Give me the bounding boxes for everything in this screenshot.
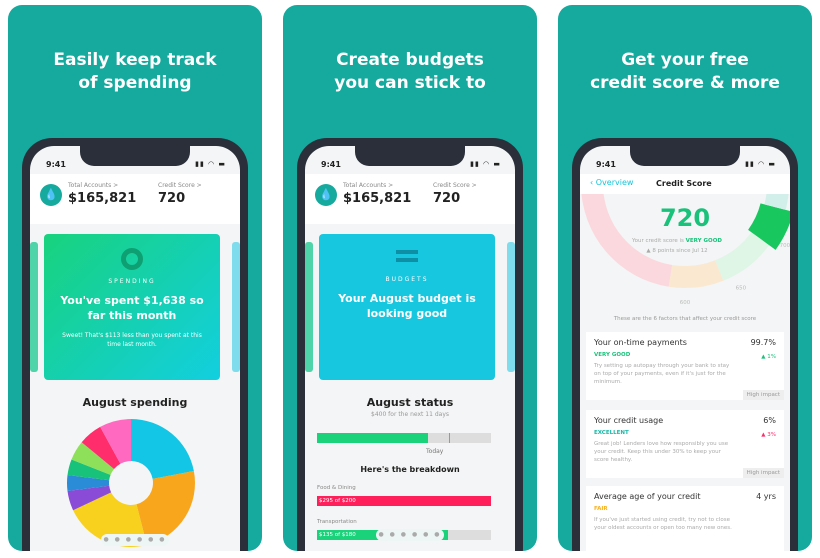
score-label[interactable]: Credit Score > xyxy=(158,182,202,189)
factor-rating: VERY GOOD xyxy=(594,352,631,358)
subtitle: $400 for the next 11 days xyxy=(371,411,449,418)
donut-segment[interactable] xyxy=(131,419,194,479)
category-bar-food[interactable]: $295 of $200 xyxy=(317,496,491,506)
pagination-dots[interactable]: ● ● ● ● ● ● xyxy=(101,534,169,546)
donut-icon xyxy=(121,248,143,270)
factor-title: Your credit usage xyxy=(594,416,664,425)
factor-change: ▲ 1% xyxy=(761,354,776,360)
headline: Get your free credit score & more xyxy=(590,50,780,93)
score-label[interactable]: Credit Score > xyxy=(433,182,477,189)
status-time: 9:41 xyxy=(46,160,66,169)
back-label: Overview xyxy=(595,178,634,187)
status-time: 9:41 xyxy=(321,160,341,169)
app-logo-icon: 💧 xyxy=(40,184,62,206)
gauge-tick-label: 600 xyxy=(680,300,691,304)
accounts-value: $165,821 xyxy=(68,191,137,206)
status-icons: ▮▮ ◠ ▬ xyxy=(745,160,776,168)
phone-frame: 9:41 ▮▮ ◠ ▬ 💧 Total Accounts > $165,821 … xyxy=(22,138,248,551)
factor-change: ▲ 3% xyxy=(761,432,776,438)
category-label: Transportation xyxy=(317,519,357,525)
card-title: Your August budget is looking good xyxy=(338,292,476,320)
gauge-segment xyxy=(715,232,770,281)
budget-progress-bar xyxy=(317,433,491,443)
factors-intro: These are the 6 factors that affect your… xyxy=(613,316,757,322)
today-label: Today xyxy=(426,448,444,455)
donut-segment[interactable] xyxy=(67,485,112,511)
factor-title: Your on-time payments xyxy=(594,338,687,347)
account-header[interactable]: 💧 Total Accounts > $165,821 Credit Score… xyxy=(30,174,240,224)
factor-card[interactable]: Your on-time payments 99.7% VERY GOOD ▲ 1% T… xyxy=(586,332,784,400)
status-icons: ▮▮ ◠ ▬ xyxy=(195,160,226,168)
pagination-dots[interactable]: ● ● ● ● ● ● xyxy=(376,529,444,541)
gauge-segment xyxy=(748,203,790,250)
donut-segment[interactable] xyxy=(67,474,110,492)
phone-frame: 9:41 ▮▮ ◠ ▬ ‹ Overview Credit Score 600 6… xyxy=(572,138,798,551)
factor-text: Try setting up autopay through your bank… xyxy=(594,363,730,385)
category-amount: $295 of $200 xyxy=(317,496,491,506)
donut-segment[interactable] xyxy=(71,442,115,475)
gauge-tick-label: 700 xyxy=(780,243,790,249)
donut-segment[interactable] xyxy=(136,471,195,545)
gauge-tick-label: 650 xyxy=(736,286,747,292)
status-icons: ▮▮ ◠ ▬ xyxy=(470,160,501,168)
accounts-value: $165,821 xyxy=(343,191,412,206)
card-label: BUDGETS xyxy=(385,276,429,283)
factor-title: Average age of your credit xyxy=(594,492,701,501)
spending-donut-chart[interactable] xyxy=(66,418,196,548)
card-text: Sweet! That's $113 less than you spent a… xyxy=(62,332,202,348)
headline: Easily keep track of spending xyxy=(53,50,217,93)
panel-budgets: Create budgets you can stick to 9:41 ▮▮ … xyxy=(283,5,537,551)
score-rating: VERY GOOD xyxy=(685,238,722,244)
nav-bar: ‹ Overview Credit Score xyxy=(580,174,790,194)
factor-rating: FAIR xyxy=(594,506,608,512)
section-title: August status xyxy=(366,396,454,409)
factor-card[interactable]: Average age of your credit 4 yrs FAIR If yo… xyxy=(586,486,784,551)
credit-score-gauge: 600650700750 xyxy=(581,194,790,304)
score-change: ▲ 8 points since Jul 12 xyxy=(646,248,708,254)
score-value: 720 xyxy=(433,191,461,206)
gauge-segment xyxy=(581,194,673,287)
factor-rating: EXCELLENT xyxy=(594,430,629,436)
score-value: 720 xyxy=(659,204,711,232)
card-label: SPENDING xyxy=(108,278,156,285)
accounts-label[interactable]: Total Accounts > xyxy=(68,182,119,189)
account-header[interactable]: 💧 Total Accounts > $165,821 Credit Score… xyxy=(305,174,515,224)
status-time: 9:41 xyxy=(596,160,616,169)
factor-value: 4 yrs xyxy=(756,492,776,501)
app-logo-icon: 💧 xyxy=(315,184,337,206)
donut-segment[interactable] xyxy=(67,459,111,481)
score-description: Your credit score is VERY GOOD xyxy=(632,238,722,244)
accounts-label[interactable]: Total Accounts > xyxy=(343,182,394,189)
donut-segment[interactable] xyxy=(100,419,131,464)
phone-frame: 9:41 ▮▮ ◠ ▬ 💧 Total Accounts > $165,821 … xyxy=(297,138,523,551)
spending-card[interactable]: SPENDING You've spent $1,638 so far this… xyxy=(44,234,220,380)
category-label: Food & Dining xyxy=(317,485,356,491)
back-button[interactable]: ‹ Overview xyxy=(590,178,634,187)
breakdown-title: Here's the breakdown xyxy=(360,465,460,474)
score-value: 720 xyxy=(158,191,186,206)
donut-segment[interactable] xyxy=(73,492,147,547)
panel-credit: Get your free credit score & more 9:41 ▮… xyxy=(558,5,812,551)
factor-card[interactable]: Your credit usage 6% EXCELLENT ▲ 3% Great jo… xyxy=(586,410,784,478)
factor-value: 99.7% xyxy=(750,338,776,347)
donut-segment[interactable] xyxy=(81,426,121,469)
headline: Create budgets you can stick to xyxy=(334,50,486,93)
gauge-segment xyxy=(668,260,724,288)
impact-badge: High impact xyxy=(742,390,784,400)
budget-icon xyxy=(396,250,418,262)
impact-badge: High impact xyxy=(742,468,784,478)
factor-text: Great job! Lenders love how responsibly … xyxy=(594,441,729,463)
factor-value: 6% xyxy=(763,416,776,425)
section-title: August spending xyxy=(82,396,188,409)
panel-spending: Easily keep track of spending 9:41 ▮▮ ◠ … xyxy=(8,5,262,551)
nav-title: Credit Score xyxy=(656,179,712,188)
gauge-segment xyxy=(764,194,789,210)
factor-text: If you've just started using credit, try… xyxy=(594,517,732,531)
card-title: You've spent $1,638 so far this month xyxy=(60,294,204,322)
budgets-card[interactable]: BUDGETS Your August budget is looking go… xyxy=(319,234,495,380)
